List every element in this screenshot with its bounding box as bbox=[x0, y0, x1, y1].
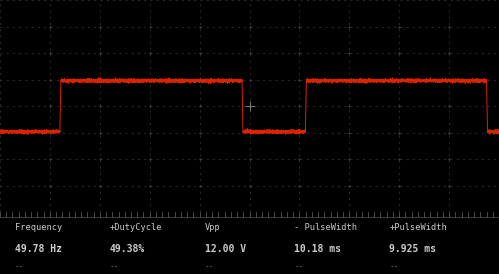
Text: 49.38%: 49.38% bbox=[110, 244, 145, 254]
Text: 10.18 ms: 10.18 ms bbox=[294, 244, 341, 254]
Text: --: -- bbox=[15, 262, 24, 271]
Text: --: -- bbox=[110, 262, 119, 271]
Text: Frequency: Frequency bbox=[15, 224, 62, 232]
Text: Vpp: Vpp bbox=[205, 224, 221, 232]
Text: --: -- bbox=[205, 262, 214, 271]
Text: --: -- bbox=[389, 262, 399, 271]
Text: 12.00 V: 12.00 V bbox=[205, 244, 246, 254]
Text: 49.78 Hz: 49.78 Hz bbox=[15, 244, 62, 254]
Text: --: -- bbox=[294, 262, 304, 271]
Text: +PulseWidth: +PulseWidth bbox=[389, 224, 447, 232]
Text: - PulseWidth: - PulseWidth bbox=[294, 224, 357, 232]
Text: 9.925 ms: 9.925 ms bbox=[389, 244, 436, 254]
Text: +DutyCycle: +DutyCycle bbox=[110, 224, 162, 232]
